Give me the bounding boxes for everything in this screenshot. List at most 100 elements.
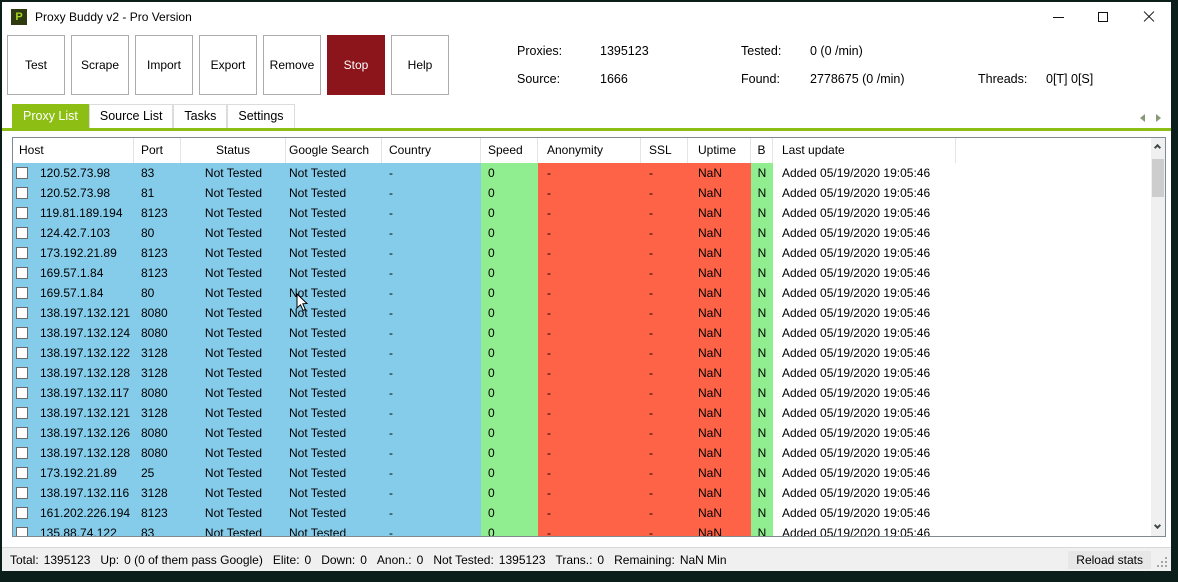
column-header-google[interactable]: Google Search — [286, 138, 382, 163]
cell-b: N — [751, 283, 773, 303]
table-row: 138.197.132.117 8080 Not Tested Not Tested -… — [13, 383, 1165, 403]
row-checkbox[interactable] — [16, 527, 28, 536]
tab-underline — [2, 128, 1171, 131]
cell-status: Not Tested — [181, 343, 286, 363]
tested-label: Tested: — [741, 44, 782, 58]
row-checkbox[interactable] — [16, 267, 28, 279]
cell-last: Added 05/19/2020 19:05:46 — [773, 363, 956, 383]
cell-speed: 0 — [481, 163, 538, 183]
row-checkbox[interactable] — [16, 247, 28, 259]
vertical-scrollbar[interactable] — [1151, 138, 1165, 536]
tab-scroll-right-icon[interactable] — [1156, 114, 1161, 122]
cell-anonymity: - — [538, 403, 641, 423]
cell-port: 8080 — [134, 383, 181, 403]
cell-status: Not Tested — [181, 363, 286, 383]
cell-anonymity: - — [538, 323, 641, 343]
cell-port: 8080 — [134, 443, 181, 463]
cell-country: - — [382, 483, 481, 503]
row-checkbox[interactable] — [16, 387, 28, 399]
column-header-anonymity[interactable]: Anonymity — [538, 138, 641, 163]
cell-ssl: - — [641, 203, 688, 223]
tab-proxy-list[interactable]: Proxy List — [12, 104, 89, 128]
tab-tasks[interactable]: Tasks — [173, 104, 228, 128]
column-header-ssl[interactable]: SSL — [641, 138, 688, 163]
scroll-down-button[interactable] — [1151, 519, 1165, 536]
host-text: 169.57.1.84 — [40, 266, 104, 280]
cell-google: Not Tested — [286, 503, 382, 523]
proxies-value: 1395123 — [600, 44, 649, 58]
table-header: Host Port Status Google Search Country Speed A… — [13, 138, 1165, 163]
maximize-button[interactable] — [1081, 2, 1126, 32]
cell-ssl: - — [641, 363, 688, 383]
tab-settings[interactable]: Settings — [227, 104, 295, 128]
row-checkbox[interactable] — [16, 287, 28, 299]
import-button[interactable]: Import — [135, 35, 193, 95]
status-label: Remaining: — [614, 552, 675, 567]
row-checkbox[interactable] — [16, 447, 28, 459]
cell-google: Not Tested — [286, 423, 382, 443]
cell-google: Not Tested — [286, 483, 382, 503]
status-segment: Anon.: 0 — [377, 553, 423, 567]
row-checkbox[interactable] — [16, 167, 28, 179]
row-checkbox[interactable] — [16, 347, 28, 359]
scrollbar-thumb[interactable] — [1152, 159, 1164, 197]
row-checkbox[interactable] — [16, 507, 28, 519]
minimize-button[interactable] — [1036, 2, 1081, 32]
column-header-last[interactable]: Last update — [773, 138, 956, 163]
cell-last: Added 05/19/2020 19:05:46 — [773, 343, 956, 363]
cell-speed: 0 — [481, 263, 538, 283]
status-segments: Total: 1395123 Up: 0 (0 of them pass Google… — [10, 553, 737, 567]
status-label: Anon.: — [376, 552, 412, 567]
column-header-speed[interactable]: Speed — [481, 138, 538, 163]
tested-value: 0 (0 /min) — [810, 44, 863, 58]
column-header-host[interactable]: Host — [13, 138, 134, 163]
column-header-country[interactable]: Country — [382, 138, 481, 163]
export-button[interactable]: Export — [199, 35, 257, 95]
row-checkbox[interactable] — [16, 467, 28, 479]
cell-host: 138.197.132.124 — [13, 323, 134, 343]
column-header-uptime[interactable]: Uptime — [688, 138, 751, 163]
cell-ssl: - — [641, 443, 688, 463]
row-checkbox[interactable] — [16, 187, 28, 199]
row-checkbox[interactable] — [16, 227, 28, 239]
column-header-port[interactable]: Port — [134, 138, 181, 163]
tab-scroll-left-icon[interactable] — [1140, 114, 1145, 122]
host-text: 119.81.189.194 — [40, 206, 123, 220]
reload-stats-button[interactable]: Reload stats — [1068, 550, 1151, 569]
remove-button[interactable]: Remove — [263, 35, 321, 95]
cell-host: 169.57.1.84 — [13, 263, 134, 283]
row-checkbox[interactable] — [16, 487, 28, 499]
chevron-up-icon — [1153, 143, 1162, 152]
cell-host: 138.197.132.128 — [13, 363, 134, 383]
row-checkbox[interactable] — [16, 427, 28, 439]
cell-country: - — [382, 443, 481, 463]
window-title: Proxy Buddy v2 - Pro Version — [35, 10, 192, 24]
test-button[interactable]: Test — [7, 35, 65, 95]
cell-country: - — [382, 423, 481, 443]
cell-uptime: NaN — [688, 343, 751, 363]
host-text: 138.197.132.128 — [40, 366, 131, 380]
scroll-up-button[interactable] — [1151, 138, 1165, 155]
cell-google: Not Tested — [286, 463, 382, 483]
stop-button[interactable]: Stop — [327, 35, 385, 95]
help-button[interactable]: Help — [391, 35, 449, 95]
cell-speed: 0 — [481, 303, 538, 323]
row-checkbox[interactable] — [16, 207, 28, 219]
tab-source-list[interactable]: Source List — [88, 104, 174, 128]
status-segment: Remaining: NaN Min — [614, 553, 726, 567]
column-header-b[interactable]: B — [751, 138, 773, 163]
row-checkbox[interactable] — [16, 327, 28, 339]
row-checkbox[interactable] — [16, 367, 28, 379]
column-header-status[interactable]: Status — [181, 138, 286, 163]
cell-host: 120.52.73.98 — [13, 163, 134, 183]
scrape-button[interactable]: Scrape — [71, 35, 129, 95]
cell-uptime: NaN — [688, 243, 751, 263]
cell-status: Not Tested — [181, 303, 286, 323]
cell-google: Not Tested — [286, 183, 382, 203]
cell-uptime: NaN — [688, 283, 751, 303]
row-checkbox[interactable] — [16, 407, 28, 419]
close-button[interactable] — [1126, 2, 1171, 32]
row-checkbox[interactable] — [16, 307, 28, 319]
cell-status: Not Tested — [181, 443, 286, 463]
resize-grip-icon[interactable] — [1157, 557, 1167, 567]
